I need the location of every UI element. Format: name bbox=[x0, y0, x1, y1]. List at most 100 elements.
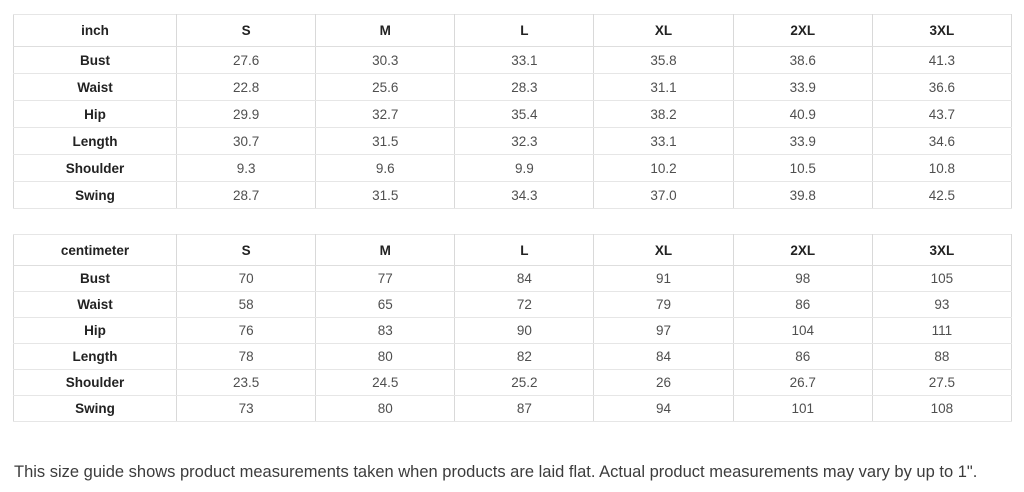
measurement-value: 84 bbox=[593, 343, 734, 370]
measurement-value: 35.4 bbox=[454, 100, 595, 128]
size-header-cell: S bbox=[175, 14, 317, 47]
measurement-value: 25.2 bbox=[454, 369, 595, 396]
measurement-value: 78 bbox=[175, 343, 317, 370]
measurement-label: Waist bbox=[13, 291, 177, 318]
measurement-value: 76 bbox=[175, 317, 317, 344]
size-table-centimeter: centimeter S M L XL 2XL 3XL Bust 70 77 84 91 98 105 Wa… bbox=[13, 234, 1013, 422]
measurement-value: 108 bbox=[871, 395, 1013, 422]
measurement-row: Bust 70 77 84 91 98 105 bbox=[13, 265, 1013, 292]
measurement-value: 43.7 bbox=[871, 100, 1013, 128]
size-header-cell: L bbox=[454, 14, 595, 47]
measurement-value: 77 bbox=[315, 265, 456, 292]
measurement-value: 93 bbox=[871, 291, 1013, 318]
measurement-value: 31.5 bbox=[315, 181, 456, 209]
measurement-value: 86 bbox=[732, 343, 873, 370]
measurement-value: 86 bbox=[732, 291, 873, 318]
measurement-value: 26.7 bbox=[732, 369, 873, 396]
measurement-value: 111 bbox=[871, 317, 1013, 344]
measurement-row: Length 30.7 31.5 32.3 33.1 33.9 34.6 bbox=[13, 127, 1013, 155]
measurement-value: 9.6 bbox=[315, 154, 456, 182]
measurement-label: Waist bbox=[13, 73, 177, 101]
measurement-label: Shoulder bbox=[13, 369, 177, 396]
measurement-value: 30.7 bbox=[175, 127, 317, 155]
measurement-value: 40.9 bbox=[732, 100, 873, 128]
size-header-cell: 3XL bbox=[871, 234, 1013, 266]
header-row: centimeter S M L XL 2XL 3XL bbox=[13, 234, 1013, 266]
measurement-value: 26 bbox=[593, 369, 734, 396]
header-row: inch S M L XL 2XL 3XL bbox=[13, 14, 1013, 47]
measurement-value: 9.9 bbox=[454, 154, 595, 182]
measurement-value: 28.7 bbox=[175, 181, 317, 209]
measurement-value: 30.3 bbox=[315, 46, 456, 74]
size-header-cell: XL bbox=[593, 234, 734, 266]
measurement-label: Hip bbox=[13, 100, 177, 128]
measurement-value: 42.5 bbox=[871, 181, 1013, 209]
size-header-cell: 3XL bbox=[871, 14, 1013, 47]
measurement-value: 33.1 bbox=[593, 127, 734, 155]
measurement-value: 105 bbox=[871, 265, 1013, 292]
measurement-value: 33.1 bbox=[454, 46, 595, 74]
size-table-inch: inch S M L XL 2XL 3XL Bust 27.6 30.3 33.1 35.8 38.6 4… bbox=[13, 14, 1013, 209]
measurement-value: 36.6 bbox=[871, 73, 1013, 101]
measurement-value: 101 bbox=[732, 395, 873, 422]
measurement-value: 27.6 bbox=[175, 46, 317, 74]
measurement-value: 32.3 bbox=[454, 127, 595, 155]
measurement-value: 39.8 bbox=[732, 181, 873, 209]
measurement-label: Bust bbox=[13, 265, 177, 292]
measurement-row: Swing 73 80 87 94 101 108 bbox=[13, 395, 1013, 422]
size-header-cell: M bbox=[315, 234, 456, 266]
measurement-value: 72 bbox=[454, 291, 595, 318]
measurement-value: 104 bbox=[732, 317, 873, 344]
measurement-value: 70 bbox=[175, 265, 317, 292]
measurement-row: Waist 58 65 72 79 86 93 bbox=[13, 291, 1013, 318]
measurement-value: 10.2 bbox=[593, 154, 734, 182]
measurement-value: 79 bbox=[593, 291, 734, 318]
measurement-value: 91 bbox=[593, 265, 734, 292]
measurement-value: 83 bbox=[315, 317, 456, 344]
unit-header-cell: inch bbox=[13, 14, 177, 47]
measurement-label: Hip bbox=[13, 317, 177, 344]
measurement-value: 35.8 bbox=[593, 46, 734, 74]
measurement-value: 31.5 bbox=[315, 127, 456, 155]
size-header-cell: XL bbox=[593, 14, 734, 47]
measurement-value: 73 bbox=[175, 395, 317, 422]
measurement-row: Hip 76 83 90 97 104 111 bbox=[13, 317, 1013, 344]
measurement-value: 82 bbox=[454, 343, 595, 370]
measurement-row: Swing 28.7 31.5 34.3 37.0 39.8 42.5 bbox=[13, 181, 1013, 209]
measurement-row: Waist 22.8 25.6 28.3 31.1 33.9 36.6 bbox=[13, 73, 1013, 101]
measurement-value: 65 bbox=[315, 291, 456, 318]
measurement-value: 90 bbox=[454, 317, 595, 344]
measurement-row: Length 78 80 82 84 86 88 bbox=[13, 343, 1013, 370]
measurement-label: Shoulder bbox=[13, 154, 177, 182]
measurement-label: Length bbox=[13, 127, 177, 155]
measurement-value: 84 bbox=[454, 265, 595, 292]
measurement-row: Bust 27.6 30.3 33.1 35.8 38.6 41.3 bbox=[13, 46, 1013, 74]
measurement-label: Length bbox=[13, 343, 177, 370]
measurement-value: 94 bbox=[593, 395, 734, 422]
measurement-value: 34.3 bbox=[454, 181, 595, 209]
size-header-cell: 2XL bbox=[732, 234, 873, 266]
measurement-value: 33.9 bbox=[732, 127, 873, 155]
size-header-cell: 2XL bbox=[732, 14, 873, 47]
measurement-value: 34.6 bbox=[871, 127, 1013, 155]
measurement-value: 31.1 bbox=[593, 73, 734, 101]
measurement-value: 28.3 bbox=[454, 73, 595, 101]
measurement-value: 25.6 bbox=[315, 73, 456, 101]
measurement-value: 24.5 bbox=[315, 369, 456, 396]
measurement-value: 80 bbox=[315, 395, 456, 422]
measurement-row: Shoulder 23.5 24.5 25.2 26 26.7 27.5 bbox=[13, 369, 1013, 396]
size-header-cell: M bbox=[315, 14, 456, 47]
measurement-value: 41.3 bbox=[871, 46, 1013, 74]
measurement-row: Shoulder 9.3 9.6 9.9 10.2 10.5 10.8 bbox=[13, 154, 1013, 182]
measurement-value: 22.8 bbox=[175, 73, 317, 101]
measurement-value: 33.9 bbox=[732, 73, 873, 101]
measurement-value: 38.6 bbox=[732, 46, 873, 74]
measurement-label: Swing bbox=[13, 181, 177, 209]
measurement-value: 10.8 bbox=[871, 154, 1013, 182]
measurement-value: 23.5 bbox=[175, 369, 317, 396]
measurement-value: 32.7 bbox=[315, 100, 456, 128]
measurement-value: 97 bbox=[593, 317, 734, 344]
measurement-label: Bust bbox=[13, 46, 177, 74]
measurement-value: 80 bbox=[315, 343, 456, 370]
